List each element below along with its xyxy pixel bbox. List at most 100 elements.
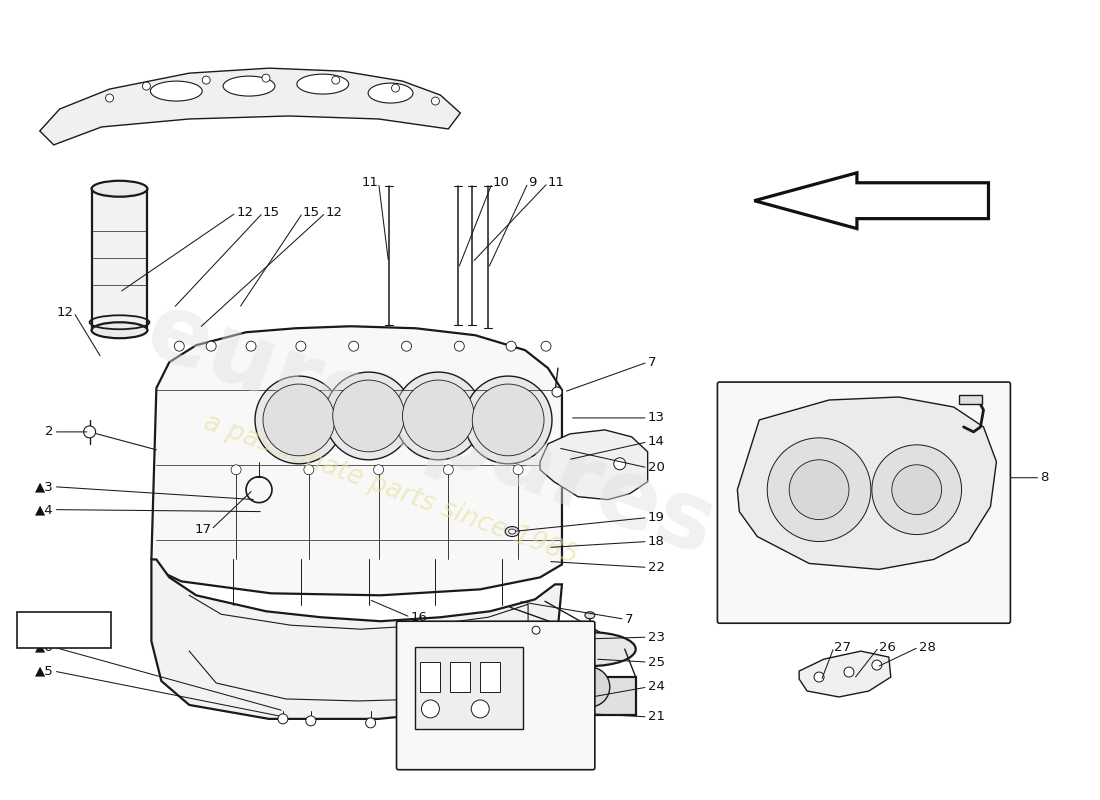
Bar xyxy=(481,662,500,692)
Circle shape xyxy=(206,342,217,351)
Text: 7: 7 xyxy=(648,356,657,369)
Circle shape xyxy=(472,384,544,456)
Circle shape xyxy=(464,376,552,464)
Circle shape xyxy=(395,372,482,460)
Text: 13: 13 xyxy=(648,411,664,425)
Circle shape xyxy=(333,380,405,452)
Circle shape xyxy=(431,97,439,105)
Polygon shape xyxy=(540,430,648,500)
Circle shape xyxy=(263,384,334,456)
Text: 10: 10 xyxy=(492,176,509,190)
Ellipse shape xyxy=(585,612,595,618)
Circle shape xyxy=(513,465,524,474)
Circle shape xyxy=(789,460,849,519)
Text: 25: 25 xyxy=(648,655,664,669)
Circle shape xyxy=(231,465,241,474)
Circle shape xyxy=(365,718,375,728)
Ellipse shape xyxy=(544,632,636,666)
Circle shape xyxy=(614,458,626,470)
Ellipse shape xyxy=(297,74,349,94)
FancyBboxPatch shape xyxy=(396,622,595,770)
Circle shape xyxy=(262,74,270,82)
Circle shape xyxy=(332,76,340,84)
FancyBboxPatch shape xyxy=(16,612,110,648)
Text: 21: 21 xyxy=(648,710,664,723)
FancyBboxPatch shape xyxy=(717,382,1011,623)
Circle shape xyxy=(106,94,113,102)
Circle shape xyxy=(306,716,316,726)
Circle shape xyxy=(443,465,453,474)
Text: 22: 22 xyxy=(648,561,664,574)
Text: ▲3: ▲3 xyxy=(35,480,54,493)
Circle shape xyxy=(402,342,411,351)
Text: 28: 28 xyxy=(918,641,936,654)
Circle shape xyxy=(506,342,516,351)
Circle shape xyxy=(174,342,185,351)
Text: 8: 8 xyxy=(1041,471,1048,484)
Circle shape xyxy=(403,380,474,452)
Text: 20: 20 xyxy=(648,462,664,474)
Text: ▲4: ▲4 xyxy=(35,503,54,516)
Text: ▲5: ▲5 xyxy=(35,665,54,678)
Text: 26: 26 xyxy=(879,641,895,654)
Ellipse shape xyxy=(151,81,202,101)
Text: 7: 7 xyxy=(625,613,634,626)
Polygon shape xyxy=(40,68,460,145)
Circle shape xyxy=(374,465,384,474)
Polygon shape xyxy=(737,397,997,570)
Text: a passionate parts since 1985: a passionate parts since 1985 xyxy=(200,410,581,570)
Circle shape xyxy=(421,700,439,718)
Circle shape xyxy=(454,342,464,351)
Text: 24: 24 xyxy=(648,681,664,694)
Text: 15: 15 xyxy=(302,206,320,219)
Text: ▲ = 1: ▲ = 1 xyxy=(42,622,86,638)
Text: 18: 18 xyxy=(648,535,664,548)
Text: 2: 2 xyxy=(45,426,54,438)
Circle shape xyxy=(278,714,288,724)
Text: 9: 9 xyxy=(528,176,537,190)
Circle shape xyxy=(255,376,343,464)
Text: 12: 12 xyxy=(57,306,74,319)
Circle shape xyxy=(552,387,562,397)
Circle shape xyxy=(324,372,412,460)
Bar xyxy=(544,677,636,715)
Polygon shape xyxy=(152,326,562,595)
Circle shape xyxy=(84,426,96,438)
Ellipse shape xyxy=(223,76,275,96)
Bar xyxy=(416,647,524,729)
Bar xyxy=(450,662,471,692)
Text: 12: 12 xyxy=(236,206,253,219)
Text: 23: 23 xyxy=(648,630,664,644)
Circle shape xyxy=(892,465,942,514)
Circle shape xyxy=(246,342,256,351)
Text: eurospares: eurospares xyxy=(134,285,727,575)
Circle shape xyxy=(304,465,313,474)
Bar xyxy=(91,189,147,330)
Ellipse shape xyxy=(91,322,147,338)
Circle shape xyxy=(349,342,359,351)
Text: 17: 17 xyxy=(195,523,211,536)
Circle shape xyxy=(872,445,961,534)
Circle shape xyxy=(767,438,871,542)
Text: 29: 29 xyxy=(558,702,575,715)
Text: 27: 27 xyxy=(834,641,851,654)
Text: 11: 11 xyxy=(362,176,378,190)
Bar xyxy=(420,662,440,692)
Ellipse shape xyxy=(508,529,516,534)
Text: 16: 16 xyxy=(410,610,428,624)
Text: 14: 14 xyxy=(648,435,664,448)
Circle shape xyxy=(844,667,854,677)
Circle shape xyxy=(428,716,438,726)
Circle shape xyxy=(541,342,551,351)
Circle shape xyxy=(202,76,210,84)
Circle shape xyxy=(392,84,399,92)
Text: 11: 11 xyxy=(548,176,565,190)
Circle shape xyxy=(872,660,882,670)
Text: 12: 12 xyxy=(326,206,343,219)
Ellipse shape xyxy=(91,181,147,197)
Ellipse shape xyxy=(368,83,412,103)
Polygon shape xyxy=(799,651,891,697)
Ellipse shape xyxy=(505,526,519,537)
Text: 30: 30 xyxy=(558,673,575,686)
Circle shape xyxy=(570,667,609,707)
